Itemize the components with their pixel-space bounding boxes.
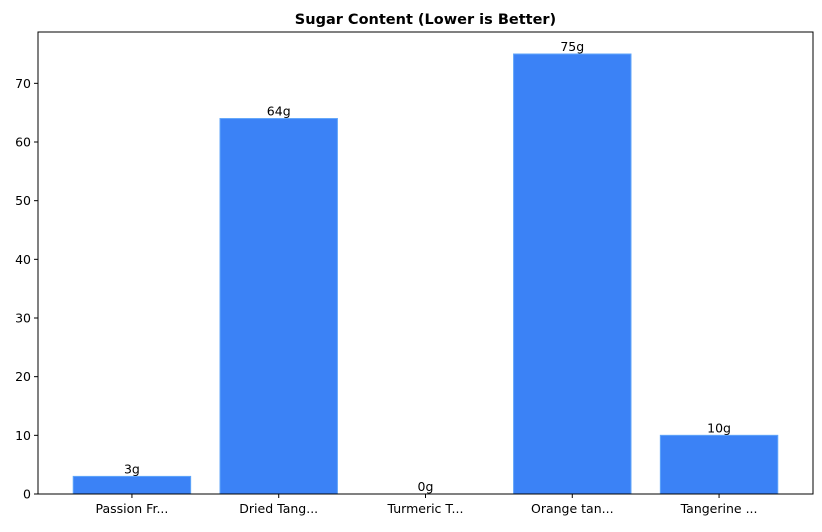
y-tick-label: 0 — [23, 487, 31, 502]
plot-frame — [37, 31, 814, 495]
x-tick-label: Turmeric T... — [387, 501, 464, 516]
bar — [659, 434, 779, 495]
data-label: 75g — [560, 39, 584, 54]
bar — [513, 53, 632, 495]
x-tick-label: Tangerine ... — [680, 501, 758, 516]
chart-title: Sugar Content (Lower is Better) — [295, 12, 556, 28]
x-tick-label: Dried Tang... — [239, 501, 318, 516]
y-tick-label: 60 — [15, 135, 31, 150]
data-label: 64g — [267, 104, 291, 119]
bar — [72, 475, 192, 495]
data-label: 3g — [124, 461, 140, 476]
y-tick-label: 10 — [15, 428, 31, 443]
x-tick-label: Passion Fr... — [96, 501, 169, 516]
y-tick-label: 40 — [15, 252, 31, 267]
y-tick-label: 20 — [15, 369, 31, 384]
data-label: 0g — [418, 479, 434, 494]
y-tick-label: 70 — [15, 76, 31, 91]
x-tick-label: Orange tan... — [531, 501, 614, 516]
bar — [219, 118, 338, 495]
data-label: 10g — [707, 420, 731, 435]
y-tick-label: 30 — [15, 311, 31, 326]
y-tick-label: 50 — [15, 193, 31, 208]
